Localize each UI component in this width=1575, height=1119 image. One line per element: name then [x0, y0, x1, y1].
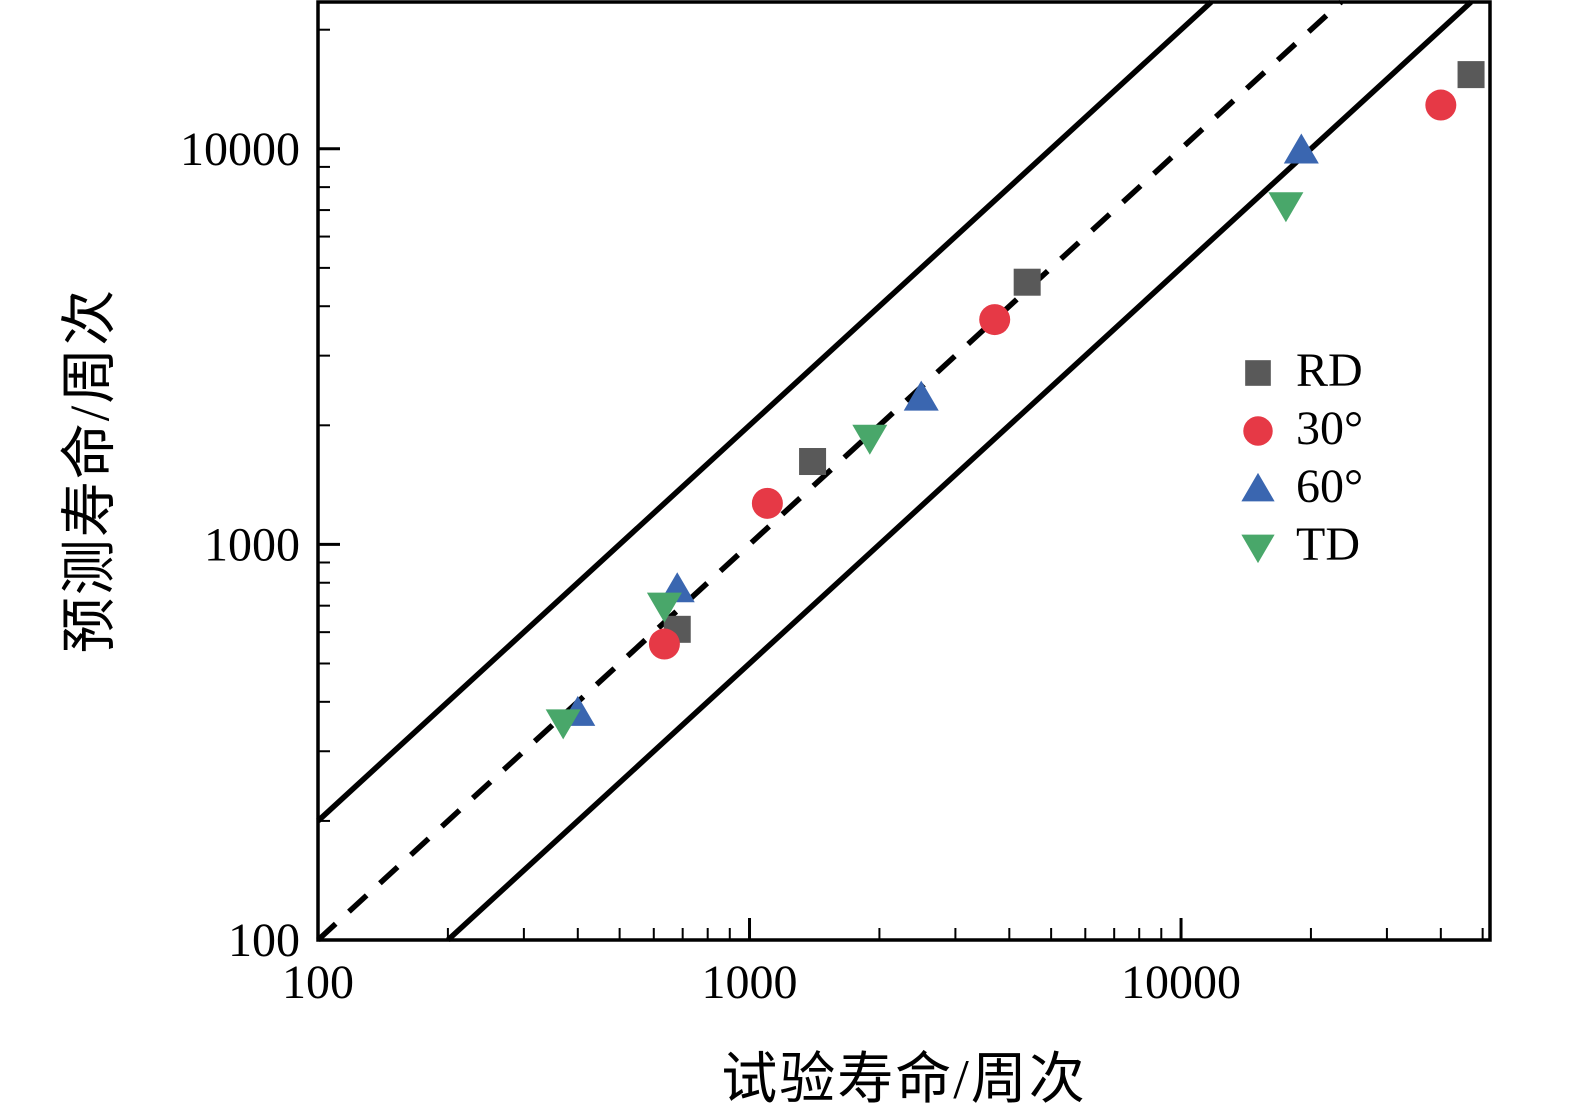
legend-marker-triangle-up-icon [1241, 472, 1275, 502]
legend-marker-circle-icon [1243, 416, 1273, 446]
series-30° [648, 89, 1457, 660]
legend-item-rd: RD [1236, 344, 1363, 397]
x-tick-label: 1000 [702, 956, 798, 1009]
y-axis-title: 预测寿命/周次 [59, 287, 122, 653]
series-RD [663, 61, 1485, 643]
legend-item-30deg: 30° [1236, 402, 1364, 455]
legend-label: TD [1296, 518, 1360, 571]
legend-label: 60° [1296, 460, 1364, 513]
y-tick-label: 1000 [204, 518, 300, 571]
legend-item-60deg: 60° [1236, 460, 1364, 513]
x-tick-label: 100 [282, 956, 354, 1009]
y-tick-label: 100 [228, 914, 300, 967]
parity-line [316, 0, 1344, 943]
x-axis-title: 试验寿命/周次 [721, 1049, 1087, 1111]
legend: RD 30° 60° TD [1236, 344, 1364, 571]
x-tick-label: 10000 [1121, 956, 1241, 1009]
upper-scatter-band [316, 0, 1214, 823]
axes-ticks: 100 1000 10000 100 1000 10000 [180, 28, 1484, 1009]
y-tick-label: 10000 [180, 123, 300, 176]
legend-label: RD [1296, 344, 1363, 397]
legend-marker-square-icon [1245, 360, 1271, 386]
plot-frame [316, 0, 1492, 942]
legend-marker-triangle-down-icon [1241, 534, 1275, 564]
legend-item-td: TD [1236, 518, 1363, 571]
series-TD [545, 192, 1304, 740]
y-axis-title-wrap: 预测寿命/周次 [20, 0, 150, 940]
legend-label: 30° [1296, 402, 1364, 455]
data-points [545, 61, 1485, 740]
